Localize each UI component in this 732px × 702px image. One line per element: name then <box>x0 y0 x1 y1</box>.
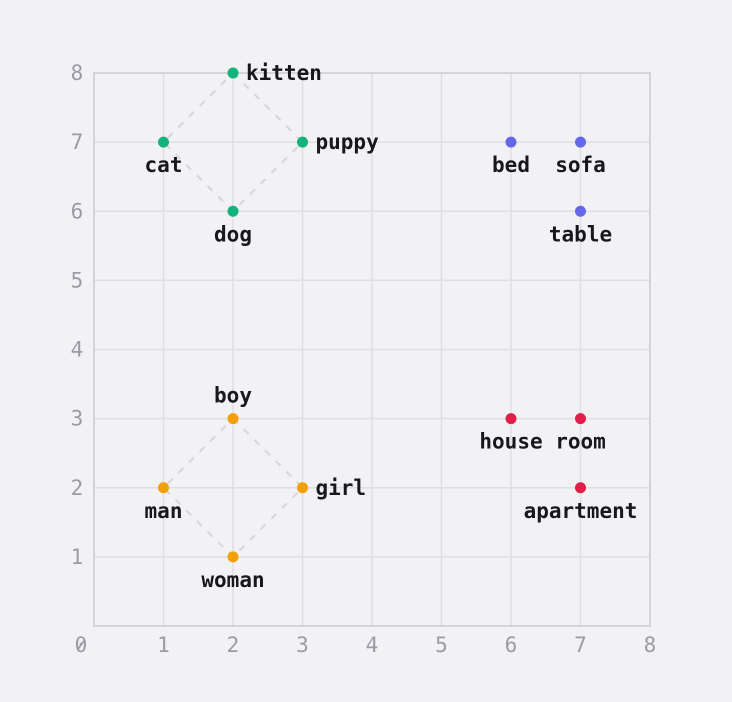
x-tick-label-3: 3 <box>296 633 309 657</box>
data-point-sofa <box>575 136 586 148</box>
data-point-puppy <box>297 136 308 148</box>
data-point-girl <box>297 482 308 494</box>
y-tick-label-8: 8 <box>71 61 84 85</box>
x-tick-label-7: 7 <box>574 633 587 657</box>
data-point-table <box>575 205 586 217</box>
point-label-boy: boy <box>214 384 252 408</box>
x-tick-label-8: 8 <box>644 633 657 657</box>
data-point-kitten <box>227 67 239 79</box>
point-label-sofa: sofa <box>555 153 606 177</box>
point-label-man: man <box>145 499 183 523</box>
y-tick-label-1: 1 <box>71 545 84 569</box>
zero-slash <box>76 639 86 651</box>
data-point-house <box>505 413 517 425</box>
x-tick-label-1: 1 <box>157 633 170 657</box>
data-point-boy <box>227 413 239 425</box>
x-tick-label-6: 6 <box>505 633 518 657</box>
point-label-house: house <box>479 430 542 454</box>
data-point-cat <box>158 136 169 148</box>
x-tick-label-4: 4 <box>366 633 379 657</box>
y-tick-label-7: 7 <box>71 130 84 154</box>
point-label-bed: bed <box>492 153 530 177</box>
y-tick-label-4: 4 <box>71 338 84 362</box>
point-label-cat: cat <box>145 153 183 177</box>
x-tick-label-5: 5 <box>435 633 448 657</box>
point-label-table: table <box>549 222 612 246</box>
point-label-apartment: apartment <box>524 499 638 523</box>
point-label-puppy: puppy <box>316 130 380 154</box>
point-label-dog: dog <box>214 222 252 246</box>
plot-border <box>93 72 651 627</box>
data-point-man <box>158 482 169 494</box>
y-tick-label-2: 2 <box>71 476 84 500</box>
data-point-bed <box>505 136 517 148</box>
y-tick-label-5: 5 <box>71 268 84 292</box>
point-label-kitten: kitten <box>246 61 322 85</box>
y-tick-label-3: 3 <box>71 407 84 431</box>
data-point-room <box>575 413 586 425</box>
data-point-apartment <box>575 482 586 494</box>
point-label-room: room <box>555 430 606 454</box>
data-point-woman <box>227 551 239 563</box>
point-label-girl: girl <box>316 476 367 500</box>
point-label-woman: woman <box>201 568 264 592</box>
x-tick-label-2: 2 <box>227 633 240 657</box>
y-tick-label-6: 6 <box>71 199 84 223</box>
data-point-dog <box>227 205 239 217</box>
